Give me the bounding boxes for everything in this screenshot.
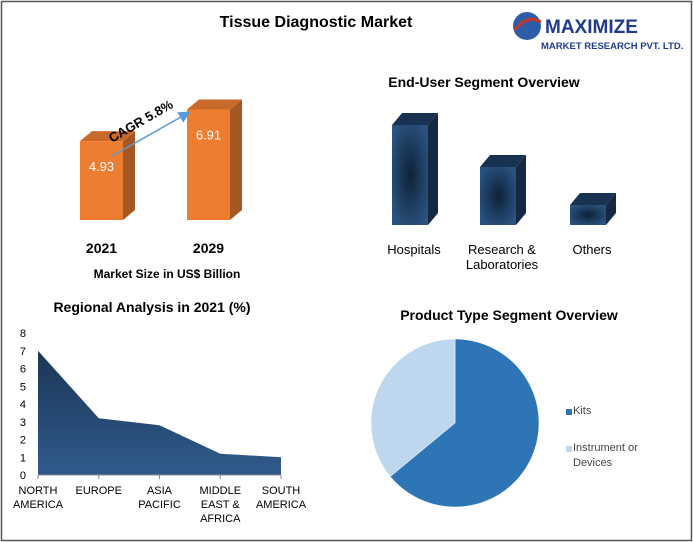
bar: [187, 99, 242, 220]
y-tick-label: 8: [20, 328, 26, 340]
legend-label: Instrument or Devices: [573, 442, 638, 469]
x-axis-label: Market Size in US$ Billion: [94, 267, 241, 281]
logo-swoosh: [513, 17, 542, 31]
y-tick-label: 5: [20, 381, 26, 393]
x-tick-label: Hospitals: [387, 242, 441, 257]
value-label: 6.91: [196, 127, 221, 142]
bar-face: [570, 205, 606, 225]
legend-label: Kits: [573, 405, 592, 417]
page-title: Tissue Diagnostic Market: [220, 14, 413, 31]
logo-tagline: MARKET RESEARCH PVT. LTD.: [541, 41, 683, 52]
x-tick-label: 2021: [86, 240, 117, 256]
bar: [80, 131, 135, 220]
x-tick-label: NORTH AMERICA: [12, 485, 64, 511]
pie-slice: [389, 338, 540, 508]
bar-face: [480, 155, 526, 167]
bar-face: [123, 131, 135, 220]
x-tick-label: EUROPE: [75, 485, 122, 497]
legend-swatch: [566, 446, 572, 452]
y-tick-label: 2: [20, 435, 26, 447]
y-tick-label: 7: [20, 346, 26, 358]
y-tick-label: 3: [20, 417, 26, 429]
annotation: CAGR 5.8%: [106, 97, 176, 146]
cagr-arrow: [111, 111, 191, 157]
y-tick-label: 6: [20, 364, 26, 376]
x-tick-label: Research & Laboratories: [465, 242, 539, 272]
x-tick-label: MIDDLE EAST & AFRICA: [199, 485, 242, 525]
bar-face: [516, 155, 526, 225]
bar-face: [187, 109, 230, 220]
bar-face: [606, 193, 616, 225]
value-label: 4.93: [89, 159, 114, 174]
bar-face: [187, 99, 242, 110]
bar-face: [570, 193, 616, 205]
chart-title: End-User Segment Overview: [388, 74, 580, 90]
y-tick-label: 4: [20, 399, 26, 411]
chart-title: Product Type Segment Overview: [400, 307, 618, 323]
y-tick-label: 1: [20, 452, 26, 464]
chart-title: Regional Analysis in 2021 (%): [53, 299, 250, 315]
logo-name: MAXIMIZE: [545, 17, 638, 38]
bar-face: [480, 167, 516, 225]
pie-slice: [370, 338, 456, 477]
x-tick-label: ASIA PACIFIC: [138, 485, 181, 511]
x-tick-label: SOUTH AMERICA: [255, 485, 307, 511]
legend-swatch: [566, 409, 572, 415]
bar-face: [392, 113, 438, 125]
bar: [570, 193, 616, 225]
bar-face: [392, 125, 428, 225]
bar-face: [230, 99, 242, 220]
y-tick-label: 0: [20, 470, 26, 482]
bar: [480, 155, 526, 225]
area: [38, 350, 281, 475]
x-tick-label: 2029: [193, 240, 224, 256]
x-tick-label: Others: [572, 242, 612, 257]
bar: [392, 113, 438, 225]
bar-face: [80, 131, 135, 142]
bar-face: [428, 113, 438, 225]
logo: MAXIMIZE MARKET RESEARCH PVT. LTD.: [513, 12, 683, 52]
